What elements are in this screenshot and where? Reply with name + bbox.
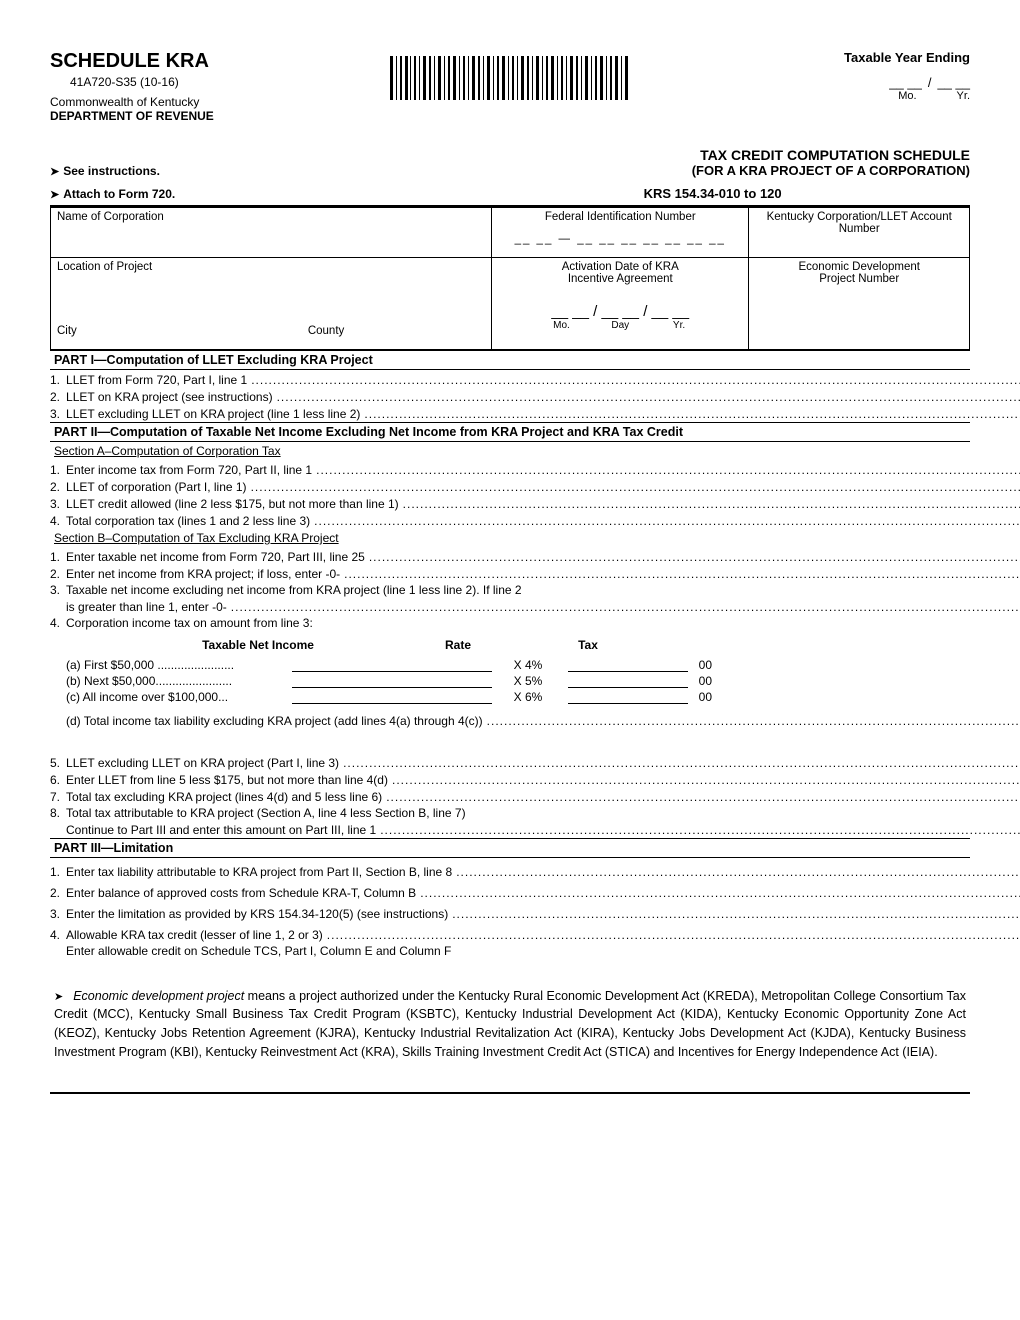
part1-header: PART I—Computation of LLET Excluding KRA… (50, 350, 970, 370)
attach-instruction: Attach to Form 720. (50, 187, 175, 201)
p2b-l8b: Continue to Part III and enter this amou… (66, 823, 380, 837)
p1-l2: LLET on KRA project (see instructions) (66, 390, 277, 404)
rate-row-b: (b) Next $50,000....................... … (66, 674, 1020, 688)
tax-calc-headers: Taxable Net Income Rate Tax (66, 638, 1020, 652)
activation-date-blanks: __ __ / __ __ / __ __ (498, 303, 742, 320)
econ-label-1: Economic Development (755, 261, 963, 273)
tax-c-input[interactable] (568, 690, 688, 704)
p1-l3: LLET excluding LLET on KRA project (line… (66, 407, 364, 421)
p3-l4-note: Enter allowable credit on Schedule TCS, … (66, 944, 451, 958)
mo-yr-labels: Mo. Yr. (740, 90, 970, 102)
part2a-table: 1. Enter income tax from Form 720, Part … (50, 460, 1020, 529)
corporation-info-table: Name of Corporation Federal Identificati… (50, 207, 970, 350)
mo-label: Mo. (898, 90, 916, 102)
tax-a-input[interactable] (568, 658, 688, 672)
project-number-cell[interactable]: Economic Development Project Number (749, 258, 970, 350)
activation-date-labels: Mo. Day Yr. (498, 320, 742, 331)
computation-title-block: TAX CREDIT COMPUTATION SCHEDULE (FOR A K… (692, 147, 970, 178)
computation-subtitle: (FOR A KRA PROJECT OF A CORPORATION) (692, 163, 970, 178)
p3-l2: Enter balance of approved costs from Sch… (66, 886, 420, 900)
name-cell[interactable]: Name of Corporation (51, 208, 492, 258)
barcode (390, 56, 630, 100)
part2b-table: 1. Enter taxable net income from Form 72… (50, 547, 1020, 838)
krs-reference: KRS 154.34-010 to 120 (455, 186, 970, 201)
city-county-row: City County (57, 325, 485, 337)
computation-title: TAX CREDIT COMPUTATION SCHEDULE (692, 147, 970, 163)
p3-l1: Enter tax liability attributable to KRA … (66, 865, 456, 879)
p2a-l3: LLET credit allowed (line 2 less $175, b… (66, 497, 403, 511)
income-a-input[interactable] (292, 658, 492, 672)
yr-label: Yr. (957, 90, 970, 102)
footnote: Economic development project means a pro… (50, 987, 970, 1062)
location-label: Location of Project (57, 261, 485, 273)
part1-table: 1. LLET from Form 720, Part I, line 1 1 … (50, 370, 1020, 422)
fein-label: Federal Identification Number (498, 211, 742, 223)
p2b-l4: Corporation income tax on amount from li… (66, 616, 313, 630)
econ-label-2: Project Number (755, 273, 963, 285)
see-instructions: See instructions. (50, 164, 160, 178)
part3-header: PART III—Limitation (50, 838, 970, 858)
fein-blanks: __ __ — __ __ __ __ __ __ __ (498, 233, 742, 245)
p2b-l7: Total tax excluding KRA project (lines 4… (66, 790, 386, 804)
activation-cell[interactable]: Activation Date of KRA Incentive Agreeme… (492, 258, 749, 350)
taxable-year-date: __ __/__ __ (740, 75, 970, 90)
schedule-title: SCHEDULE KRA (50, 50, 280, 73)
instructions-row: See instructions. TAX CREDIT COMPUTATION… (50, 147, 970, 178)
county-label: County (167, 325, 485, 337)
account-label: Kentucky Corporation/LLET Account Number (755, 211, 963, 235)
part3-table: 1. Enter tax liability attributable to K… (50, 858, 1020, 959)
p2b-l8a: Total tax attributable to KRA project (S… (66, 806, 466, 820)
attach-row: Attach to Form 720. KRS 154.34-010 to 12… (50, 186, 970, 201)
name-label: Name of Corporation (57, 211, 485, 223)
tax-b-input[interactable] (568, 674, 688, 688)
income-b-input[interactable] (292, 674, 492, 688)
p2a-l1: Enter income tax from Form 720, Part II,… (66, 463, 316, 477)
p2b-l6: Enter LLET from line 5 less $175, but no… (66, 773, 392, 787)
city-label: City (57, 325, 167, 337)
form-header: SCHEDULE KRA 41A720-S35 (10-16) Commonwe… (50, 50, 970, 123)
department-line: DEPARTMENT OF REVENUE (50, 109, 280, 123)
activation-label-1: Activation Date of KRA (498, 261, 742, 273)
income-c-input[interactable] (292, 690, 492, 704)
location-cell[interactable]: Location of Project City County (51, 258, 492, 350)
p2b-l3b: is greater than line 1, enter -0- (66, 600, 231, 614)
header-right: Taxable Year Ending __ __/__ __ Mo. Yr. (740, 50, 970, 102)
p2b-l2: Enter net income from KRA project; if lo… (66, 567, 344, 581)
header-left: SCHEDULE KRA 41A720-S35 (10-16) Commonwe… (50, 50, 280, 123)
activation-label-2: Incentive Agreement (498, 273, 742, 285)
bottom-divider (50, 1092, 970, 1094)
section-a-header: Section A–Computation of Corporation Tax (50, 442, 970, 460)
p2b-4d: (d) Total income tax liability excluding… (66, 714, 487, 728)
p2b-l1: Enter taxable net income from Form 720, … (66, 550, 369, 564)
p3-l4: Allowable KRA tax credit (lesser of line… (66, 928, 327, 942)
p2b-l3a: Taxable net income excluding net income … (66, 583, 522, 597)
footnote-lead: Economic development project (73, 989, 244, 1003)
p1-l1: LLET from Form 720, Part I, line 1 (66, 373, 251, 387)
p2a-l4: Total corporation tax (lines 1 and 2 les… (66, 514, 314, 528)
taxable-year-label: Taxable Year Ending (740, 50, 970, 65)
form-code: 41A720-S35 (10-16) (50, 75, 280, 89)
account-cell[interactable]: Kentucky Corporation/LLET Account Number (749, 208, 970, 258)
state-line: Commonwealth of Kentucky (50, 95, 280, 109)
rate-row-c: (c) All income over $100,000... X 6% 00 (66, 690, 1020, 704)
rate-row-a: (a) First $50,000 ......................… (66, 658, 1020, 672)
fein-cell[interactable]: Federal Identification Number __ __ — __… (492, 208, 749, 258)
p2b-l5: LLET excluding LLET on KRA project (Part… (66, 756, 343, 770)
part2-header: PART II—Computation of Taxable Net Incom… (50, 422, 970, 442)
p3-l3: Enter the limitation as provided by KRS … (66, 907, 452, 921)
p2a-l2: LLET of corporation (Part I, line 1) (66, 480, 251, 494)
section-b-header: Section B–Computation of Tax Excluding K… (50, 529, 970, 547)
